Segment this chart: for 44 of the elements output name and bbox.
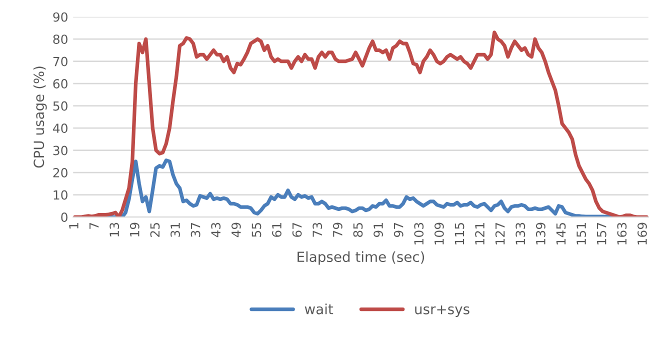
- y-tick-label: 90: [53, 12, 68, 22]
- y-tick-label: 20: [53, 168, 68, 178]
- x-tick-label: 163: [617, 222, 627, 244]
- y-axis-title: CPU usage (%): [33, 66, 47, 168]
- y-tick-label: 30: [53, 146, 68, 156]
- x-tick-label: 1: [69, 223, 78, 228]
- x-tick-label: 13: [110, 222, 120, 236]
- x-tick-label: 145: [556, 222, 566, 244]
- y-tick-label: 50: [53, 101, 68, 111]
- x-tick-label: 109: [434, 222, 444, 244]
- x-tick-label: 31: [170, 223, 180, 237]
- y-tick-label: 80: [53, 34, 68, 44]
- x-tick-label: 37: [190, 222, 200, 237]
- x-tick-label: 43: [211, 222, 221, 238]
- x-tick-label: 127: [495, 222, 505, 244]
- x-tick-label: 169: [637, 222, 647, 244]
- legend-label: wait: [304, 304, 334, 314]
- x-tick-label: 79: [332, 222, 342, 237]
- x-tick-label: 133: [516, 222, 526, 244]
- x-tick-label: 55: [252, 222, 262, 237]
- x-tick-label: 139: [536, 222, 546, 244]
- y-tick-label: 0: [61, 212, 68, 222]
- x-tick-label: 115: [454, 222, 464, 244]
- x-tick-label: 157: [597, 222, 606, 244]
- y-tick-label: 60: [53, 79, 68, 89]
- x-tick-label: 61: [272, 223, 282, 237]
- y-tick-label: 10: [54, 190, 68, 200]
- x-tick-label: 49: [231, 222, 241, 238]
- y-tick-label: 40: [52, 124, 68, 133]
- legend-label: usr+sys: [415, 305, 470, 318]
- x-tick-label: 121: [475, 223, 484, 244]
- y-tick-label: 70: [53, 56, 68, 66]
- x-tick-label: 73: [312, 222, 322, 237]
- x-tick-label: 151: [576, 223, 586, 244]
- x-axis-title: Elapsed time (sec): [298, 251, 424, 265]
- x-tick-label: 19: [130, 222, 140, 236]
- x-tick-label: 67: [292, 222, 302, 237]
- x-tick-label: 85: [353, 222, 363, 237]
- line-series: [73, 30, 648, 218]
- x-tick-label: 7: [89, 222, 99, 229]
- x-tick-label: 103: [414, 222, 424, 244]
- x-tick-label: 25: [150, 222, 160, 237]
- x-tick-label: 91: [374, 223, 383, 238]
- x-tick-label: 97: [394, 222, 404, 238]
